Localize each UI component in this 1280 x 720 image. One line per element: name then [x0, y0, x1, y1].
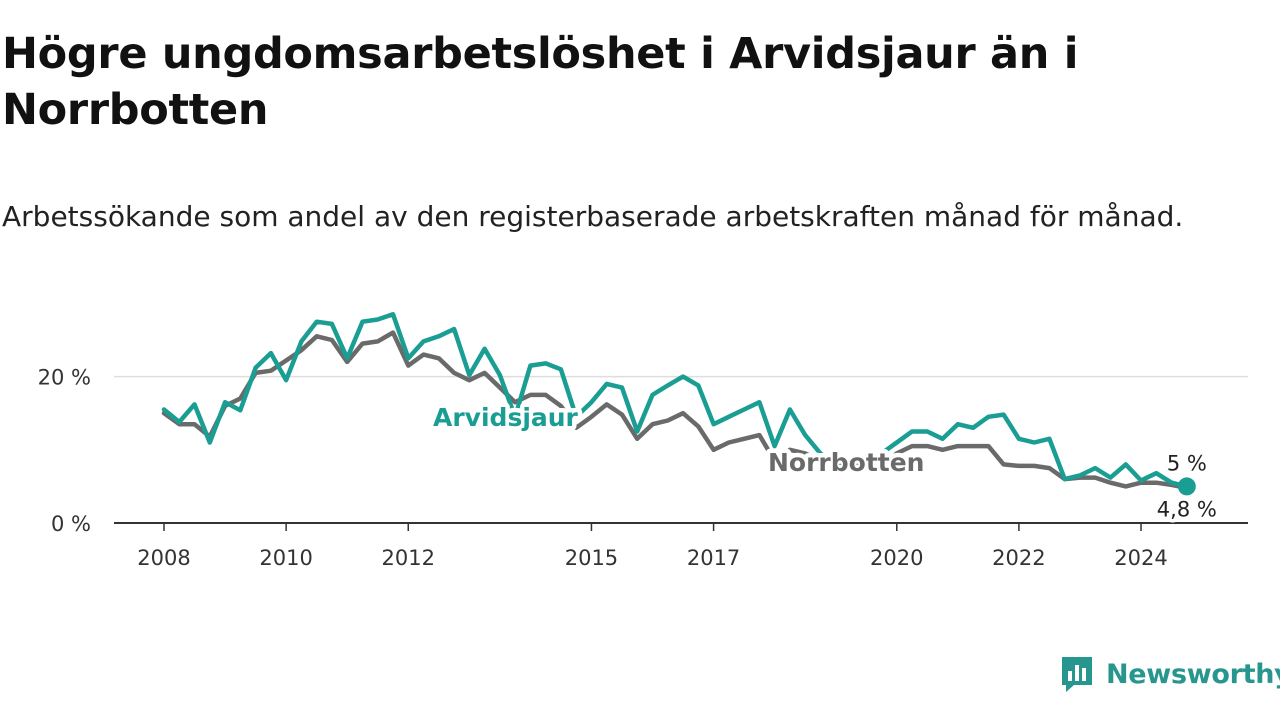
end-marker-arvidsjaur — [1177, 477, 1196, 496]
chart-title: Högre ungdomsarbetslöshet i Arvidsjaur ä… — [2, 29, 1079, 135]
y-tick-label: 20 % — [38, 366, 91, 390]
brand-logo: Newsworthy — [1060, 655, 1280, 693]
x-axis — [114, 522, 1248, 531]
chart-subtitle: Arbetssökande som andel av den registerb… — [2, 200, 1184, 233]
x-tick-label: 2022 — [992, 546, 1045, 570]
brand-name: Newsworthy — [1106, 658, 1280, 690]
series-label-norrbotten: Norrbotten — [768, 448, 924, 477]
x-axis-tick-labels: 2008 2010 2012 2015 2017 2020 2022 2024 — [137, 546, 1167, 570]
series-line-norrbotten — [161, 330, 1190, 491]
series-label-arvidsjaur-halo: Arvidsjaur — [433, 403, 579, 432]
x-tick-label: 2008 — [137, 546, 190, 570]
x-tick-label: 2012 — [382, 546, 435, 570]
end-value-label-halo: 4,8 % — [1157, 497, 1217, 521]
end-value-label: 5 % — [1167, 451, 1207, 475]
series-label-norrbotten-halo: Norrbotten — [768, 448, 924, 477]
series-label-arvidsjaur: Arvidsjaur — [433, 403, 579, 432]
line-chart: 0 % 20 % 2008 2010 2012 2015 2017 2020 2022 2024… — [38, 312, 1248, 570]
end-value-label: 4,8 % — [1157, 497, 1217, 521]
y-axis-tick-labels: 0 % 20 % — [38, 366, 91, 536]
x-tick-label: 2024 — [1114, 546, 1167, 570]
x-tick-label: 2017 — [687, 546, 740, 570]
x-tick-label: 2010 — [259, 546, 312, 570]
series-line-arvidsjaur — [161, 312, 1190, 489]
newsworthy-logo-icon — [1062, 657, 1092, 692]
end-markers: 5 %4,8 %4,8 % — [1153, 451, 1220, 525]
x-tick-label: 2020 — [870, 546, 923, 570]
y-tick-label: 0 % — [51, 512, 91, 536]
x-tick-label: 2015 — [565, 546, 618, 570]
series-lines — [161, 312, 1190, 491]
